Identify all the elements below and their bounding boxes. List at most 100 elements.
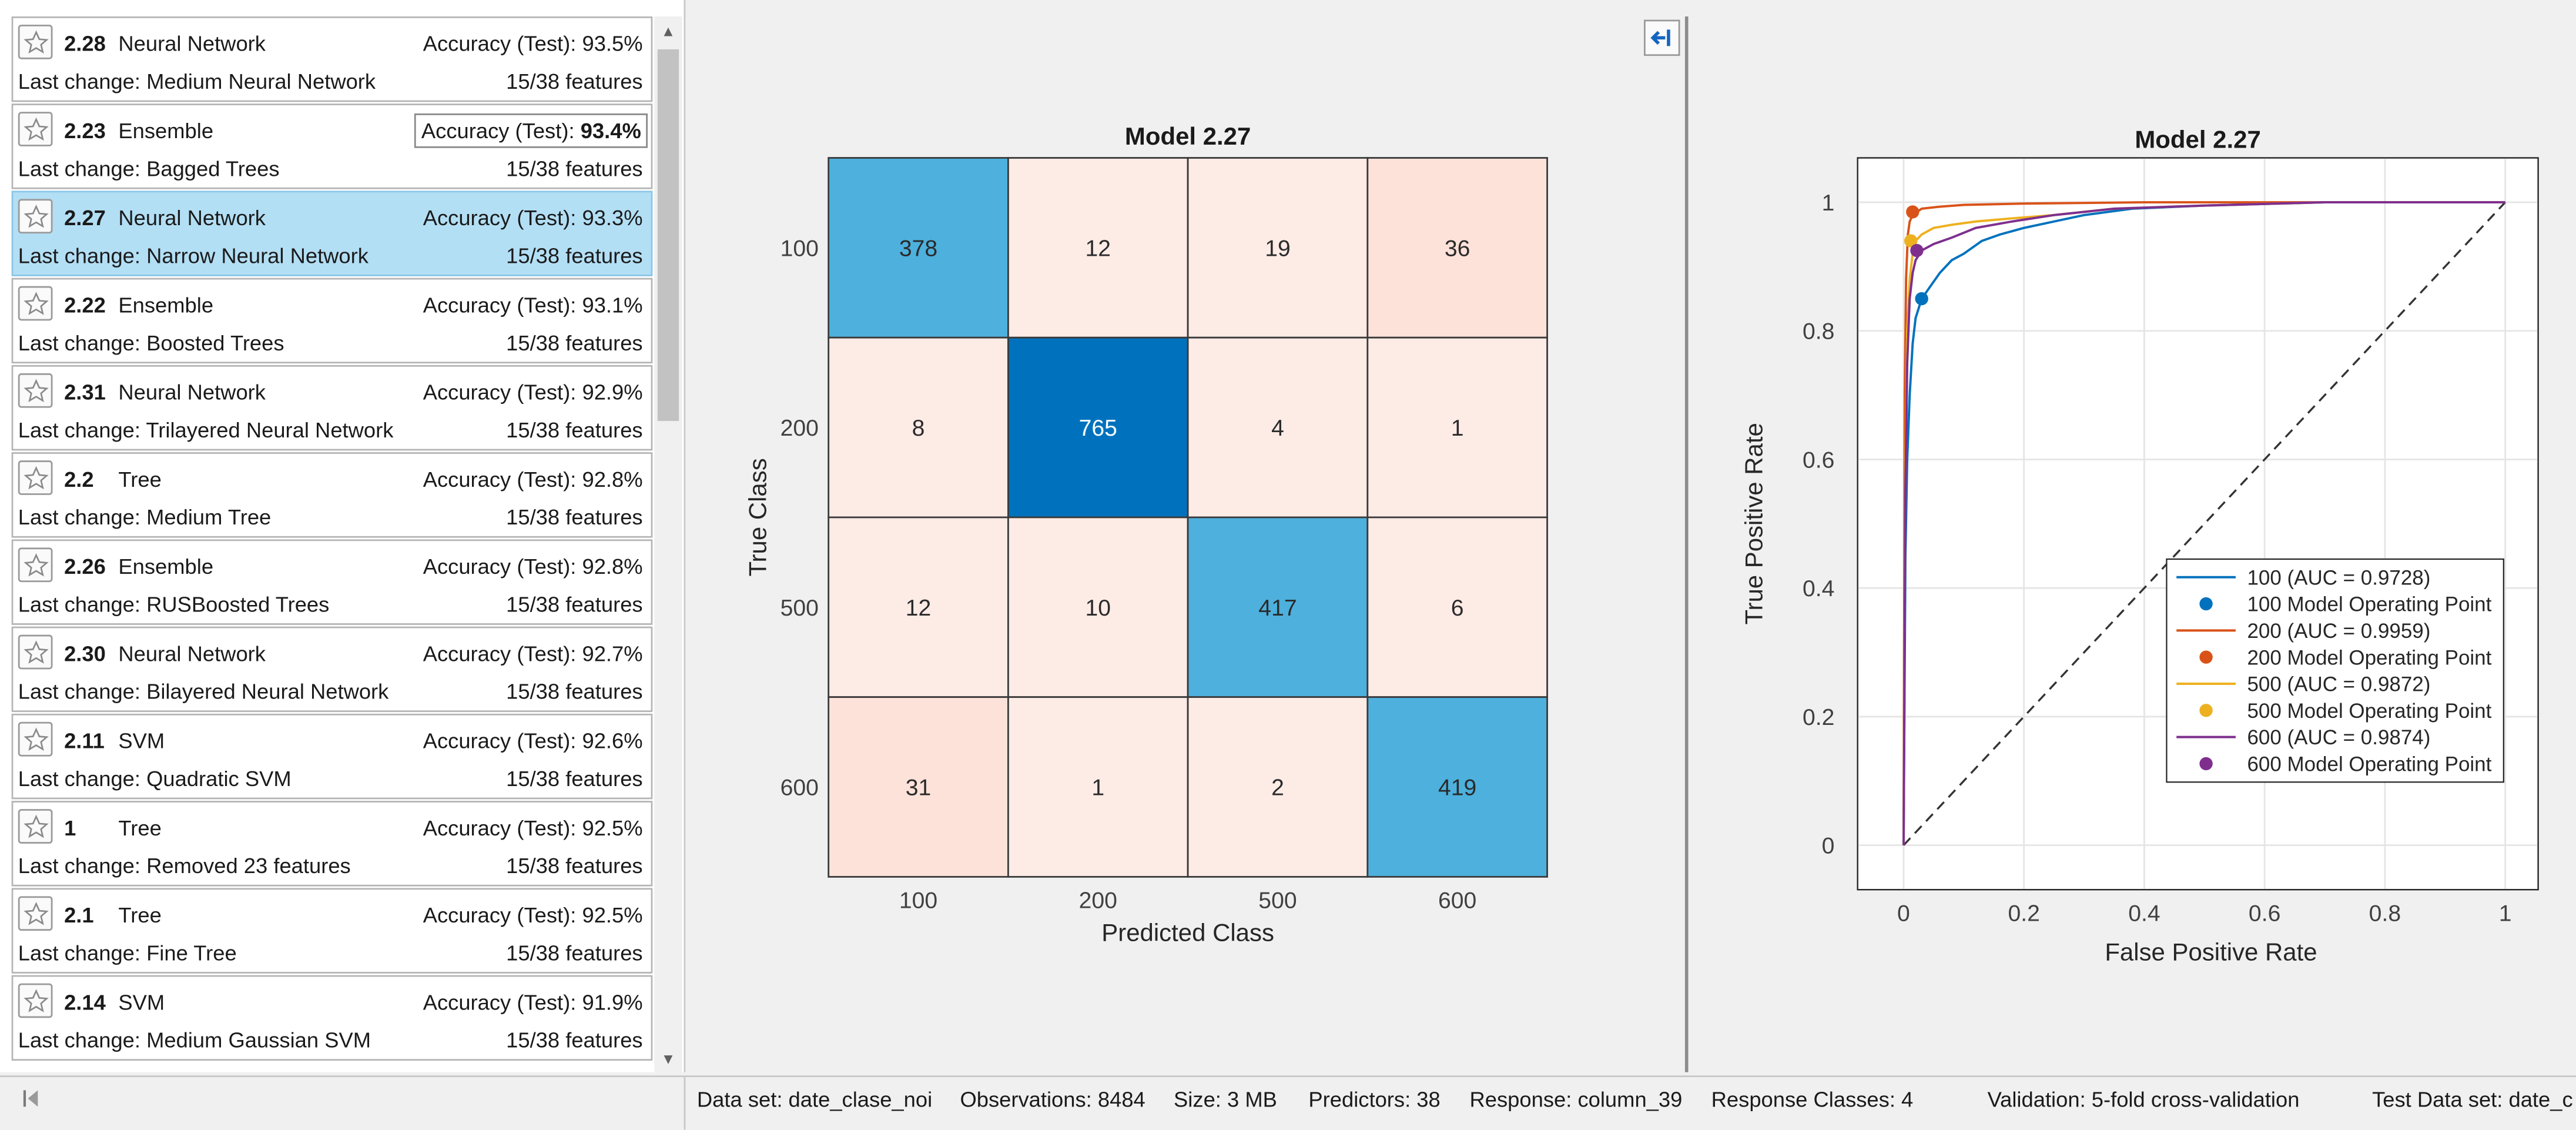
accuracy-label: Accuracy (Test): [423, 728, 577, 754]
accuracy-value: 92.9% [582, 380, 643, 405]
plot-splitter[interactable] [1684, 16, 1689, 1072]
scroll-down-arrow-icon[interactable]: ▼ [661, 1049, 676, 1067]
model-card[interactable]: 2.22 Ensemble Accuracy (Test): 93.1% Last c… [11, 278, 653, 364]
model-accuracy: Accuracy (Test): 92.8% [418, 467, 648, 492]
roc-legend-entry: 200 Model Operating Point [2247, 646, 2491, 669]
model-features: 15/38 features [506, 330, 643, 356]
model-card[interactable]: 2.11 SVM Accuracy (Test): 92.6% Last change… [11, 713, 653, 800]
model-card[interactable]: 2.27 Neural Network Accuracy (Test): 93.3%… [11, 190, 653, 276]
favorite-star-button[interactable] [18, 634, 53, 670]
cm-ylabel: True Class [743, 458, 771, 576]
model-last-change: Last change: RUSBoosted Trees [18, 591, 330, 617]
cm-cell-value: 378 [899, 236, 937, 261]
star-icon [22, 290, 48, 315]
accuracy-value: 92.8% [582, 467, 643, 492]
model-features: 15/38 features [506, 766, 643, 791]
favorite-star-button[interactable] [18, 373, 53, 408]
model-type: Neural Network [118, 205, 266, 230]
favorite-star-button[interactable] [18, 199, 53, 234]
roc-legend-entry: 600 (AUC = 0.9874) [2247, 726, 2430, 749]
cm-y-tick: 100 [780, 236, 819, 261]
model-last-change: Last change: Trilayered Neural Network [18, 417, 394, 443]
roc-axes-frame [1857, 157, 2539, 891]
accuracy-label: Accuracy (Test): [421, 118, 575, 143]
model-card[interactable]: 1 Tree Accuracy (Test): 92.5% Last change: … [11, 801, 653, 887]
model-id: 2.1 [64, 902, 94, 928]
favorite-star-button[interactable] [18, 460, 53, 495]
favorite-star-button[interactable] [18, 809, 53, 844]
favorite-star-button[interactable] [18, 286, 53, 321]
model-last-change: Last change: Medium Gaussian SVM [18, 1028, 371, 1053]
roc-y-tick: 1 [1822, 190, 1835, 216]
roc-operating-point [1915, 292, 1928, 306]
roc-operating-point [1906, 205, 1920, 219]
model-id: 2.31 [64, 380, 106, 405]
model-last-change: Last change: Medium Tree [18, 504, 272, 530]
roc-x-tick: 0.2 [2008, 901, 2039, 926]
model-accuracy: Accuracy (Test): 93.5% [418, 31, 648, 56]
model-features: 15/38 features [506, 417, 643, 443]
accuracy-label: Accuracy (Test): [423, 815, 577, 841]
model-last-change: Last change: Boosted Trees [18, 330, 284, 356]
cm-cell [1366, 516, 1548, 698]
model-card[interactable]: 2.26 Ensemble Accuracy (Test): 92.8% Last c… [11, 539, 653, 625]
model-accuracy: Accuracy (Test): 92.5% [418, 815, 648, 840]
cm-cell [1366, 336, 1548, 519]
model-type: Neural Network [118, 380, 266, 405]
accuracy-value: 92.8% [582, 554, 643, 579]
roc-y-tick: 0 [1822, 834, 1835, 859]
roc-legend-entry: 600 Model Operating Point [2247, 753, 2491, 776]
favorite-star-button[interactable] [18, 547, 53, 583]
model-accuracy: Accuracy (Test): 93.1% [418, 293, 648, 317]
scroll-thumb[interactable] [657, 49, 679, 422]
model-card[interactable]: 2.31 Neural Network Accuracy (Test): 92.9%… [11, 365, 653, 451]
cm-cell-value: 31 [906, 775, 932, 800]
model-accuracy: Accuracy (Test): 92.9% [418, 380, 648, 404]
model-last-change: Last change: Quadratic SVM [18, 766, 292, 791]
model-accuracy: Accuracy (Test): 92.8% [418, 554, 648, 579]
model-card[interactable]: 2.30 Neural Network Accuracy (Test): 92.7%… [11, 626, 653, 713]
model-card[interactable]: 2.1 Tree Accuracy (Test): 92.5% Last change… [11, 888, 653, 974]
star-icon [22, 203, 48, 228]
model-accuracy: Accuracy (Test): 92.6% [418, 728, 648, 753]
model-id: 2.23 [64, 118, 106, 143]
star-icon [22, 29, 48, 53]
roc-curve-line [1902, 201, 2505, 845]
star-icon [22, 116, 48, 141]
roc-x-tick: 1 [2499, 901, 2512, 926]
cm-cell-value: 1 [1091, 775, 1104, 800]
collapse-panel-icon[interactable] [15, 1082, 48, 1115]
model-type: SVM [118, 989, 165, 1015]
cm-cell-value: 765 [1079, 416, 1117, 441]
model-card[interactable]: 2.28 Neural Network Accuracy (Test): 93.5%… [11, 16, 653, 102]
cm-cell-value: 10 [1085, 596, 1111, 621]
status-bar: Data set: date_clase_noi Observations: 8… [0, 1075, 2576, 1130]
status-response: Response: column_39 [1469, 1086, 1683, 1112]
cm-cell-value: 417 [1258, 596, 1297, 621]
model-features: 15/38 features [506, 504, 643, 530]
model-card[interactable]: 2.23 Ensemble Accuracy (Test): 93.4% Last c… [11, 103, 653, 189]
favorite-star-button[interactable] [18, 112, 53, 146]
model-card[interactable]: 2.14 SVM Accuracy (Test): 91.9% Last change… [11, 975, 653, 1061]
cm-x-tick: 100 [899, 888, 937, 914]
favorite-star-button[interactable] [18, 24, 53, 59]
accuracy-label: Accuracy (Test): [423, 989, 577, 1015]
cm-x-tick: 500 [1258, 888, 1297, 914]
plot-area: Model 2.27 378 12 19 36 8 765 4 1 12 10 417 6 31 1 2 419… [685, 16, 2576, 1072]
roc-x-tick: 0.6 [2249, 901, 2280, 926]
roc-legend-entry: 500 Model Operating Point [2247, 700, 2491, 723]
models-list-scrollbar[interactable]: ▲ ▼ [654, 16, 682, 1072]
model-card[interactable]: 2.2 Tree Accuracy (Test): 92.8% Last change… [11, 452, 653, 538]
cm-cell-value: 6 [1451, 596, 1464, 621]
star-icon [22, 901, 48, 925]
model-id: 2.11 [64, 728, 105, 754]
favorite-star-button[interactable] [18, 721, 53, 757]
model-accuracy: Accuracy (Test): 93.3% [418, 206, 648, 230]
dock-pin-button[interactable] [1644, 19, 1680, 56]
scroll-up-arrow-icon[interactable]: ▲ [661, 22, 676, 39]
model-type: Ensemble [118, 554, 214, 579]
cm-x-tick: 600 [1438, 888, 1476, 914]
favorite-star-button[interactable] [18, 896, 53, 931]
favorite-star-button[interactable] [18, 983, 53, 1018]
